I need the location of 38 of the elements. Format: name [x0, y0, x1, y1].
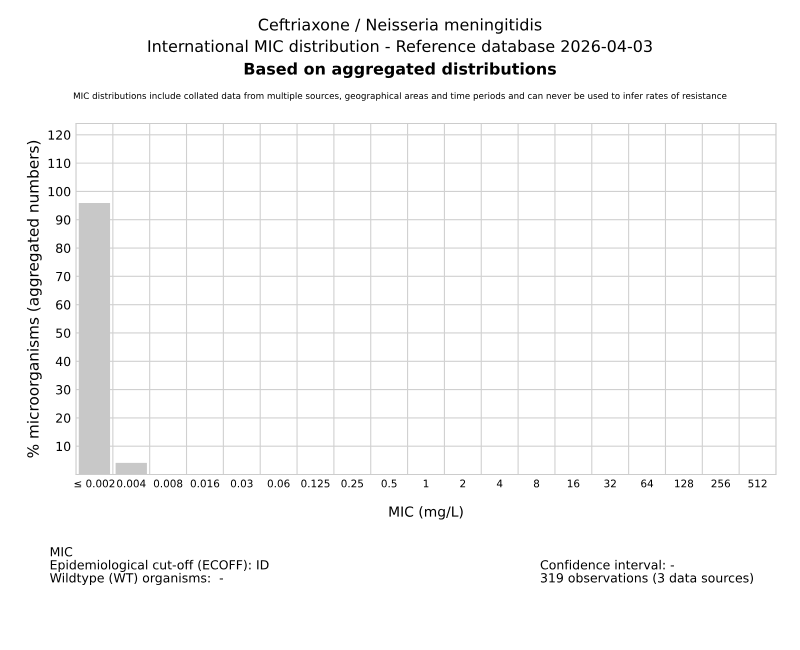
y-tick-label: 80	[56, 244, 70, 253]
x-tick-label: ≤ 0.002	[74, 480, 114, 488]
chart-subtitle: Based on aggregated distributions	[244, 62, 556, 78]
x-tick-label: 0.5	[382, 480, 397, 488]
x-tick-label: 0.016	[190, 480, 220, 488]
x-axis-title: MIC (mg/L)	[389, 506, 463, 520]
chart-title: Ceftriaxone / Neisseria meningitidis International MIC distribution - Reference database 2026-04-03	[148, 18, 652, 52]
y-tick-label: 20	[56, 413, 70, 423]
x-tick-label: 16	[568, 480, 580, 488]
text: MIC distributions include collated data from multiple sources, geographical areas and time periods and can never be used to infer rates of resistance	[74, 92, 726, 101]
x-tick-label: 32	[604, 480, 616, 488]
x-tick-label: 4	[496, 480, 502, 488]
x-tick-label: 0.03	[230, 480, 253, 488]
x-tick-label: 0.008	[154, 480, 182, 488]
y-tick-label: 90	[56, 215, 70, 225]
x-tick-label: 64	[641, 480, 654, 488]
y-axis-title: % microorganisms (aggregated numbers)	[26, 140, 42, 458]
x-tick-label: 0.004	[117, 480, 146, 488]
x-tick-label: 128	[675, 480, 694, 488]
y-tick-label: 120	[48, 130, 70, 140]
x-tick-label: 1	[424, 480, 428, 488]
y-tick-label: 40	[56, 356, 70, 366]
y-tick-label: 60	[56, 300, 70, 310]
x-tick-label: 2	[460, 480, 466, 488]
x-tick-label: 512	[748, 480, 766, 488]
x-tick-label: 0.125	[301, 480, 330, 488]
y-tick-label: 50	[56, 328, 70, 338]
x-tick-label: 8	[534, 480, 540, 488]
y-tick-label: 70	[56, 272, 70, 282]
y-tick-label: 10	[56, 442, 70, 452]
x-tick-label: 256	[712, 480, 730, 488]
text: Confidence interval: - 319 observations (3 data sources)	[540, 560, 753, 584]
text: MIC Epidemiological cut-off (ECOFF): ID Wildtype (WT) organisms: -	[50, 547, 269, 585]
x-tick-label: 0.06	[268, 480, 290, 488]
y-tick-label: 110	[48, 158, 70, 168]
x-tick-label: 0.25	[341, 480, 364, 488]
y-tick-label: 30	[56, 385, 70, 395]
y-tick-label: 100	[48, 186, 70, 196]
